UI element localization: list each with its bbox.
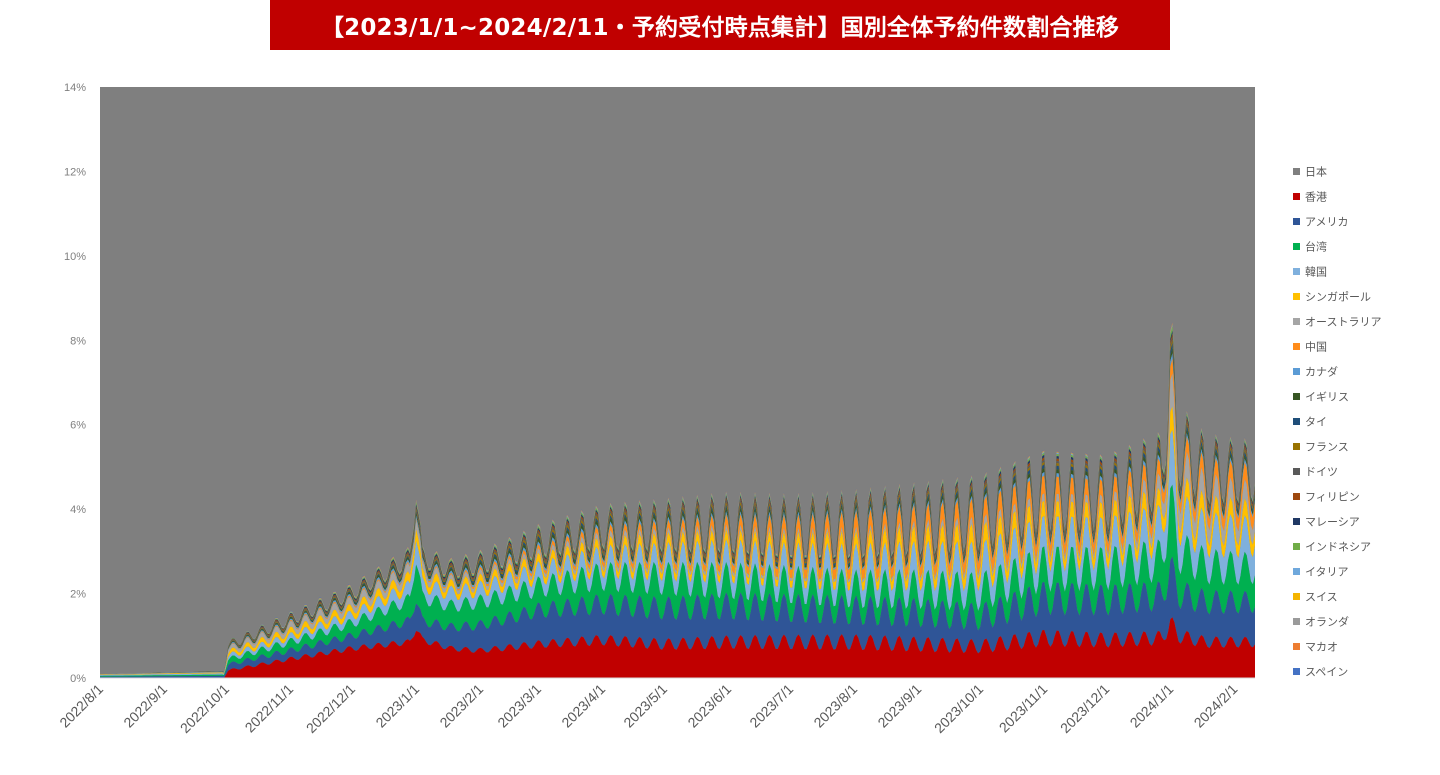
legend-label: フランス <box>1305 441 1349 454</box>
x-tick-label: 2023/11/1 <box>996 681 1051 736</box>
x-tick-label: 2024/1/1 <box>1127 681 1177 731</box>
legend-label: 中国 <box>1305 341 1327 354</box>
legend-swatch <box>1293 293 1300 300</box>
legend-swatch <box>1293 568 1300 575</box>
x-tick-label: 2023/10/1 <box>931 681 987 737</box>
y-tick-label: 10% <box>64 251 86 263</box>
legend-label: タイ <box>1305 416 1327 429</box>
x-tick-label: 2023/7/1 <box>746 681 796 731</box>
legend-swatch <box>1293 618 1300 625</box>
x-tick-label: 2023/5/1 <box>620 681 670 731</box>
x-tick-label: 2024/2/1 <box>1191 681 1241 731</box>
y-tick-label: 6% <box>70 420 86 432</box>
x-tick-label: 2022/8/1 <box>56 681 106 731</box>
legend-label: 韓国 <box>1305 266 1327 279</box>
y-tick-label: 0% <box>70 673 86 685</box>
series-area-香港 <box>100 617 1255 678</box>
legend-label: フィリピン <box>1305 491 1360 504</box>
x-tick-label: 2023/1/1 <box>372 681 422 731</box>
x-tick-label: 2023/4/1 <box>558 681 608 731</box>
legend-label: アメリカ <box>1305 216 1348 229</box>
legend-label: イタリア <box>1305 566 1349 579</box>
legend-label: スペイン <box>1305 666 1348 679</box>
legend-label: マカオ <box>1305 641 1338 654</box>
legend-swatch <box>1293 268 1300 275</box>
legend-swatch <box>1293 418 1300 425</box>
legend-label: 日本 <box>1305 165 1327 179</box>
x-tick-label: 2022/10/1 <box>177 681 233 737</box>
x-tick-label: 2023/3/1 <box>494 681 544 731</box>
legend-swatch <box>1293 168 1300 175</box>
legend-swatch <box>1293 468 1300 475</box>
chart-title: 【2023/1/1~2024/2/11・予約受付時点集計】国別全体予約件数割合推… <box>270 0 1170 50</box>
legend-label: カナダ <box>1305 365 1338 379</box>
legend-swatch <box>1293 543 1300 550</box>
y-tick-label: 4% <box>70 504 86 516</box>
legend: 日本香港アメリカ台湾韓国シンガポールオーストラリア中国カナダイギリスタイフランス… <box>1293 165 1381 679</box>
legend-label: オーストラリア <box>1305 316 1381 329</box>
x-tick-label: 2022/11/1 <box>242 681 297 736</box>
legend-label: ドイツ <box>1305 466 1338 479</box>
legend-swatch <box>1293 243 1300 250</box>
legend-label: 香港 <box>1305 191 1327 204</box>
legend-label: マレーシア <box>1305 516 1360 529</box>
x-tick-label: 2023/6/1 <box>684 681 734 731</box>
x-axis: 2022/8/1 2022/9/1 2022/10/1 2022/11/1 2022/1… <box>56 677 1255 737</box>
y-tick-label: 14% <box>64 82 86 94</box>
x-tick-label: 2023/2/1 <box>436 681 486 731</box>
y-axis: 0% 2% 4% 6% 8% 10% 12% 14% <box>64 82 86 685</box>
legend-swatch <box>1293 643 1300 650</box>
series-area-アメリカ <box>100 556 1255 678</box>
legend-swatch <box>1293 593 1300 600</box>
plot-area <box>100 87 1255 678</box>
legend-swatch <box>1293 318 1300 325</box>
legend-swatch <box>1293 443 1300 450</box>
y-tick-label: 12% <box>64 166 86 178</box>
legend-label: スイス <box>1305 591 1338 604</box>
x-tick-label: 2022/12/1 <box>303 681 359 737</box>
x-tick-label: 2023/12/1 <box>1057 681 1113 737</box>
y-tick-label: 2% <box>70 589 86 601</box>
legend-label: 台湾 <box>1305 240 1327 254</box>
x-tick-label: 2023/8/1 <box>810 681 860 731</box>
legend-label: シンガポール <box>1305 291 1371 304</box>
legend-swatch <box>1293 393 1300 400</box>
legend-swatch <box>1293 343 1300 350</box>
legend-swatch <box>1293 493 1300 500</box>
legend-swatch <box>1293 193 1300 200</box>
legend-label: オランダ <box>1305 615 1349 629</box>
legend-label: インドネシア <box>1305 541 1371 554</box>
legend-swatch <box>1293 668 1300 675</box>
legend-swatch <box>1293 518 1300 525</box>
legend-swatch <box>1293 368 1300 375</box>
x-tick-label: 2023/9/1 <box>874 681 924 731</box>
x-tick-label: 2022/9/1 <box>120 681 170 731</box>
y-tick-label: 8% <box>70 335 86 347</box>
legend-label: イギリス <box>1305 391 1349 404</box>
legend-swatch <box>1293 218 1300 225</box>
